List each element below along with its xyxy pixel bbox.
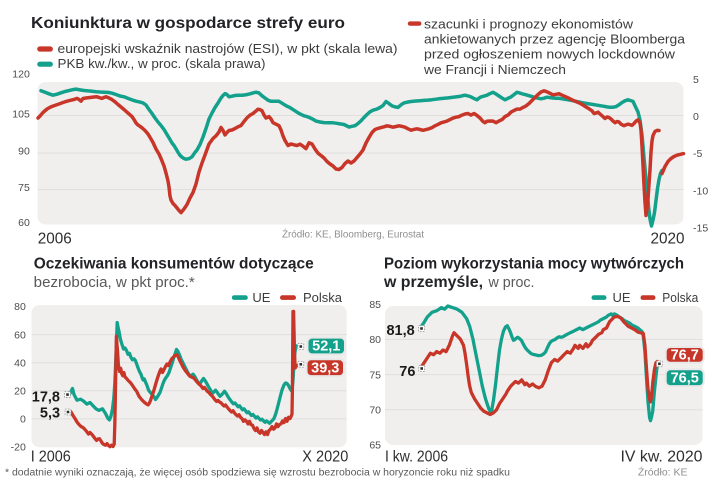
svg-text:0: 0 xyxy=(20,414,26,426)
svg-text:X 2020: X 2020 xyxy=(302,449,348,466)
svg-text:UE: UE xyxy=(613,290,631,305)
svg-text:75: 75 xyxy=(18,182,30,194)
svg-text:39,3: 39,3 xyxy=(311,360,339,376)
svg-text:przed ogłoszeniem nowych lockd: przed ogłoszeniem nowych lockdownów xyxy=(424,47,676,62)
svg-text:Oczekiwania konsumentów dotycz: Oczekiwania konsumentów dotyczące xyxy=(34,255,314,272)
svg-text:ankietowanych przez agencję Bl: ankietowanych przez agencję Bloomberga xyxy=(424,32,686,47)
svg-text:65: 65 xyxy=(369,440,381,452)
svg-text:-15: -15 xyxy=(693,223,708,235)
svg-text:UE: UE xyxy=(252,290,270,305)
svg-text:76,5: 76,5 xyxy=(671,370,699,386)
svg-text:w proc.: w proc. xyxy=(488,274,535,291)
svg-text:IV kw. 2020: IV kw. 2020 xyxy=(621,449,703,466)
svg-text:europejski wskaźnik nastrojów: europejski wskaźnik nastrojów (ESI), w p… xyxy=(58,41,398,56)
svg-text:120: 120 xyxy=(12,69,30,81)
svg-text:60: 60 xyxy=(14,329,26,341)
svg-text:bezrobocia, w pkt proc.*: bezrobocia, w pkt proc.* xyxy=(34,274,195,291)
svg-text:80: 80 xyxy=(14,301,26,313)
svg-text:szacunki i prognozy ekonomistó: szacunki i prognozy ekonomistów xyxy=(424,16,634,31)
svg-text:5,3: 5,3 xyxy=(40,405,60,421)
svg-text:Źródło: KE: Źródło: KE xyxy=(638,466,688,479)
svg-text:-20: -20 xyxy=(11,442,26,454)
svg-text:Koniunktura w gospodarce stref: Koniunktura w gospodarce strefy euro xyxy=(31,15,345,32)
svg-text:90: 90 xyxy=(18,146,30,158)
svg-text:80: 80 xyxy=(369,334,381,346)
svg-text:40: 40 xyxy=(14,357,26,369)
svg-text:52,1: 52,1 xyxy=(312,339,340,355)
svg-text:I kw. 2006: I kw. 2006 xyxy=(385,449,448,466)
svg-text:76: 76 xyxy=(399,364,415,380)
svg-text:60: 60 xyxy=(18,217,30,229)
svg-text:20: 20 xyxy=(14,386,26,398)
svg-text:105: 105 xyxy=(12,109,30,121)
svg-text:85: 85 xyxy=(369,299,381,311)
svg-text:2006: 2006 xyxy=(38,230,72,247)
svg-text:we Francji i Niemczech: we Francji i Niemczech xyxy=(423,62,566,77)
svg-text:w przemyśle,: w przemyśle, xyxy=(383,274,483,291)
svg-text:-10: -10 xyxy=(693,185,708,197)
svg-text:PKB kw./kw., w proc. (skala pr: PKB kw./kw., w proc. (skala prawa) xyxy=(58,56,266,71)
svg-text:75: 75 xyxy=(369,369,381,381)
svg-text:81,8: 81,8 xyxy=(386,323,414,339)
svg-text:70: 70 xyxy=(369,404,381,416)
svg-text:Polska: Polska xyxy=(662,290,699,305)
svg-text:17,8: 17,8 xyxy=(32,389,60,405)
svg-text:* dodatnie wyniki oznaczają, ż: * dodatnie wyniki oznaczają, że więcej o… xyxy=(5,468,510,479)
svg-text:Polska: Polska xyxy=(303,290,343,305)
svg-text:Źródło: KE, Bloomberg, Eurosta: Źródło: KE, Bloomberg, Eurostat xyxy=(282,227,424,240)
svg-text:0: 0 xyxy=(693,111,699,123)
svg-text:Poziom wykorzystania mocy wytw: Poziom wykorzystania mocy wytwórczych xyxy=(384,255,684,272)
svg-text:5: 5 xyxy=(693,74,699,86)
svg-text:I 2006: I 2006 xyxy=(31,449,71,466)
svg-text:-5: -5 xyxy=(693,148,702,160)
svg-text:76,7: 76,7 xyxy=(671,348,699,364)
svg-text:2020: 2020 xyxy=(651,230,685,247)
